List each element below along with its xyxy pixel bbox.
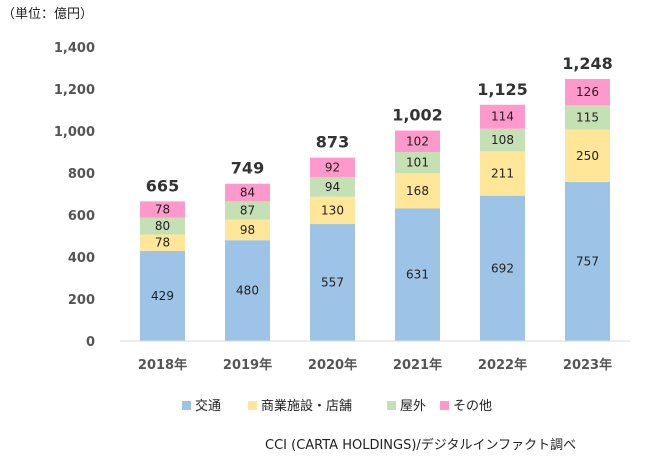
x-tick-label: 2018年 bbox=[138, 357, 187, 373]
bar-stack: 757 250 115 126 1,248 bbox=[562, 54, 613, 341]
bar-segment bbox=[140, 201, 185, 218]
bar-segment bbox=[480, 104, 525, 129]
bar-segment bbox=[225, 219, 270, 241]
legend-item: その他 bbox=[440, 399, 492, 414]
legend-swatch bbox=[387, 401, 396, 410]
y-axis: 0 200 400 600 800 1,000 1,200 1,400 bbox=[54, 41, 95, 350]
bar-segment bbox=[140, 250, 185, 341]
segment-value-label: 429 bbox=[151, 289, 174, 303]
y-tick-label: 1,000 bbox=[54, 125, 95, 140]
y-tick-label: 200 bbox=[68, 293, 95, 308]
segment-value-label: 94 bbox=[325, 180, 340, 194]
segment-value-label: 692 bbox=[491, 261, 514, 275]
segment-value-label: 557 bbox=[321, 276, 344, 290]
total-label: 1,002 bbox=[392, 106, 443, 125]
x-tick-label: 2020年 bbox=[308, 357, 357, 373]
bar-stack: 429 78 80 78 665 bbox=[140, 176, 185, 341]
segment-value-label: 102 bbox=[406, 134, 429, 148]
bar-stack: 557 130 94 92 873 bbox=[310, 133, 355, 341]
legend-swatch bbox=[182, 401, 191, 410]
total-label: 749 bbox=[231, 159, 264, 178]
segment-value-label: 108 bbox=[491, 133, 514, 147]
bar-segment bbox=[140, 217, 185, 235]
segment-value-label: 101 bbox=[406, 156, 429, 170]
segment-value-label: 126 bbox=[576, 85, 599, 99]
segment-value-label: 115 bbox=[576, 110, 599, 124]
bar-segment bbox=[310, 224, 355, 341]
segment-value-label: 92 bbox=[325, 160, 340, 174]
bar-segment bbox=[395, 130, 440, 152]
bar-segment bbox=[395, 152, 440, 174]
segment-value-label: 80 bbox=[155, 219, 170, 233]
x-tick-label: 2019年 bbox=[223, 357, 272, 373]
bar-stack: 692 211 108 114 1,125 bbox=[477, 80, 528, 341]
legend-label: 商業施設・店舗 bbox=[261, 398, 352, 414]
segment-value-label: 480 bbox=[236, 284, 259, 298]
legend-swatch bbox=[248, 401, 257, 410]
segment-value-label: 757 bbox=[576, 255, 599, 269]
bar-segment bbox=[565, 182, 610, 341]
bar-segment bbox=[565, 105, 610, 130]
bar-segment bbox=[480, 195, 525, 341]
bar-segment bbox=[480, 128, 525, 152]
segment-value-label: 78 bbox=[155, 236, 170, 250]
bars: 429 78 80 78 665 480 98 87 84 749 557 130 94 92 873 631… bbox=[140, 54, 613, 341]
bar-segment bbox=[565, 129, 610, 183]
segment-value-label: 211 bbox=[491, 167, 514, 181]
legend-swatch bbox=[440, 401, 449, 410]
bar-segment bbox=[395, 173, 440, 209]
bar-segment bbox=[310, 157, 355, 177]
source-note: CCI (CARTA HOLDINGS)/デジタルインファクト調べ bbox=[265, 437, 576, 453]
x-axis: 2018年 2019年 2020年 2021年 2022年 2023年 bbox=[120, 340, 630, 373]
bar-segment bbox=[565, 78, 610, 106]
x-tick-label: 2022年 bbox=[478, 357, 527, 373]
legend-label: 屋外 bbox=[400, 399, 426, 414]
bar-segment bbox=[140, 234, 185, 251]
bar-stack: 631 168 101 102 1,002 bbox=[392, 106, 443, 341]
total-label: 665 bbox=[146, 176, 179, 195]
segment-value-label: 98 bbox=[240, 223, 255, 237]
bar-segment bbox=[480, 151, 525, 196]
y-tick-label: 1,200 bbox=[54, 83, 95, 98]
bar-segment bbox=[225, 201, 270, 220]
bar-segment bbox=[310, 196, 355, 225]
segment-value-label: 84 bbox=[240, 186, 255, 200]
segment-value-label: 250 bbox=[576, 149, 599, 163]
bar-segment bbox=[395, 208, 440, 341]
x-tick-label: 2023年 bbox=[563, 357, 612, 373]
x-tick-label: 2021年 bbox=[393, 357, 442, 373]
segment-value-label: 130 bbox=[321, 203, 344, 217]
y-tick-label: 1,400 bbox=[54, 41, 95, 56]
y-tick-label: 0 bbox=[86, 335, 95, 350]
bar-segment bbox=[225, 240, 270, 341]
total-label: 873 bbox=[316, 133, 349, 152]
total-label: 1,248 bbox=[562, 54, 613, 73]
segment-value-label: 631 bbox=[406, 268, 429, 282]
segment-value-label: 114 bbox=[491, 110, 514, 124]
segment-value-label: 168 bbox=[406, 184, 429, 198]
y-tick-label: 600 bbox=[68, 209, 95, 224]
legend-item: 商業施設・店舗 bbox=[248, 398, 352, 414]
bar-segment bbox=[310, 176, 355, 197]
total-label: 1,125 bbox=[477, 80, 528, 99]
bar-stack: 480 98 87 84 749 bbox=[225, 159, 270, 341]
bar-segment bbox=[225, 183, 270, 202]
segment-value-label: 87 bbox=[240, 203, 255, 217]
legend-item: 交通 bbox=[182, 398, 221, 414]
unit-label: （単位：億円） bbox=[2, 6, 93, 22]
y-tick-label: 800 bbox=[68, 167, 95, 182]
legend-label: 交通 bbox=[195, 398, 221, 414]
legend-label: その他 bbox=[453, 399, 492, 414]
legend: 交通 商業施設・店舗 屋外 その他 bbox=[182, 398, 492, 414]
y-tick-label: 400 bbox=[68, 251, 95, 266]
segment-value-label: 78 bbox=[155, 203, 170, 217]
legend-item: 屋外 bbox=[387, 399, 426, 414]
